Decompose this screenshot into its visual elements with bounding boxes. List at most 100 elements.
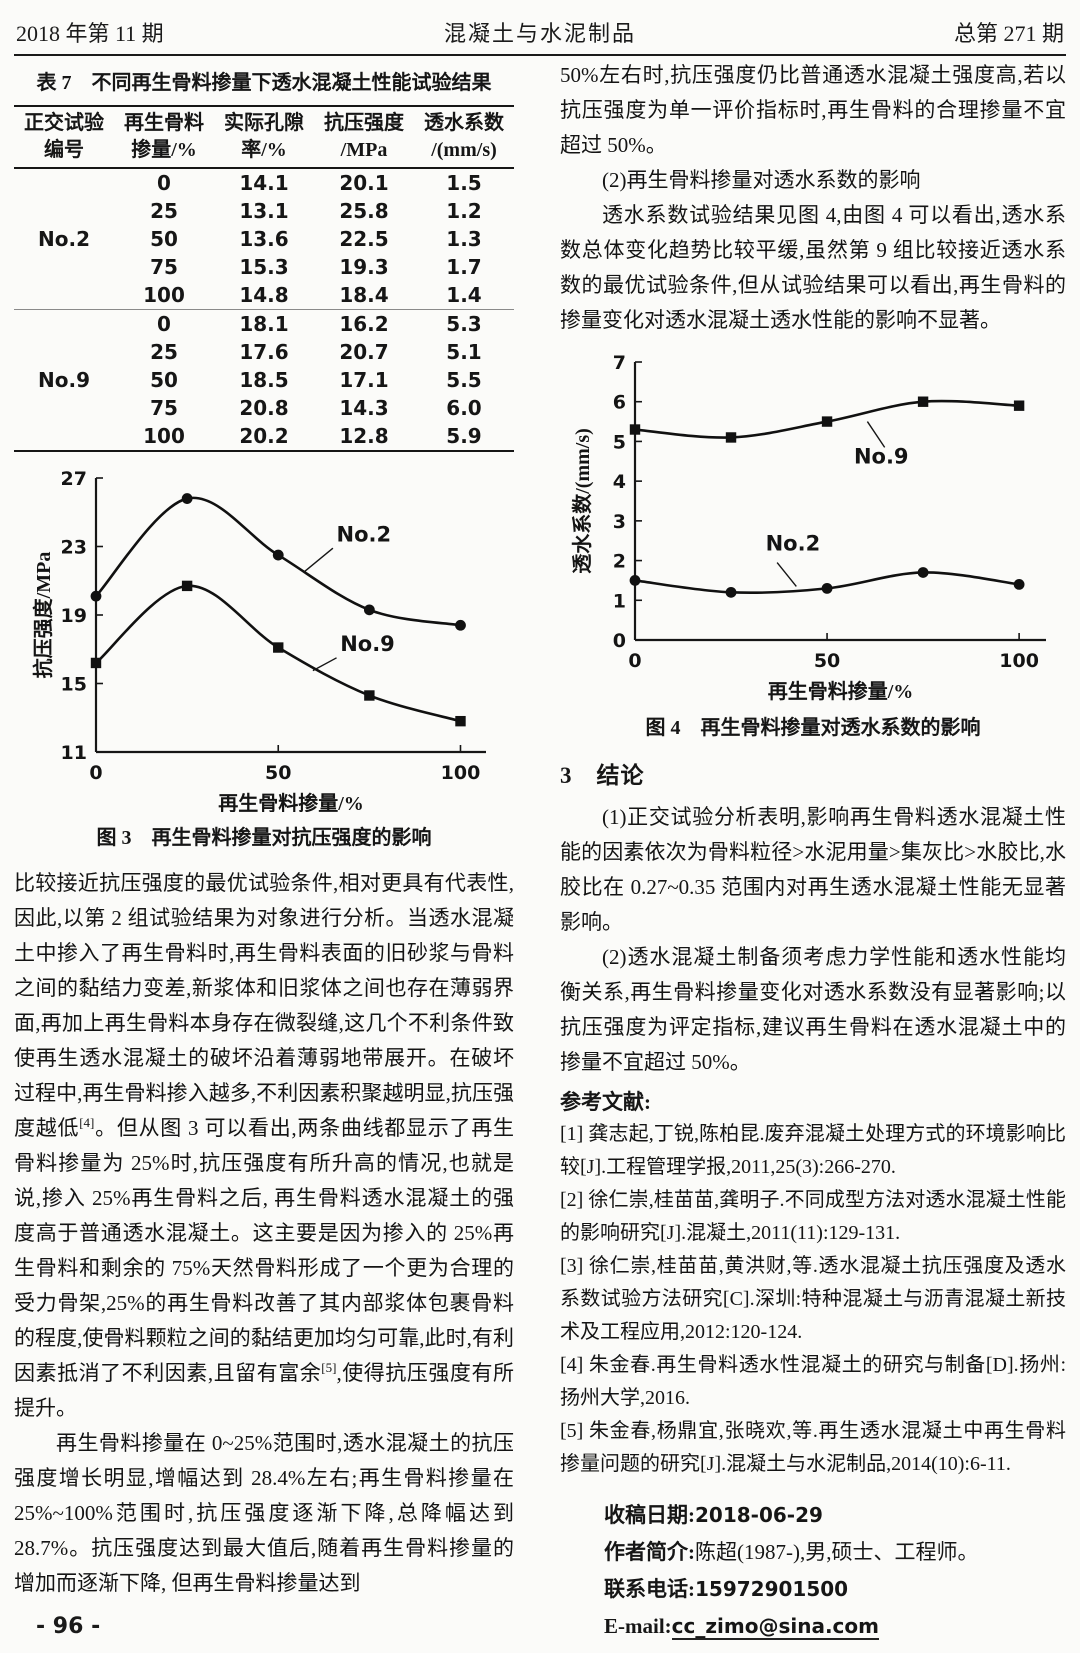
circle-marker: [363, 604, 375, 616]
svg-text:No.9: No.9: [853, 444, 908, 468]
svg-text:再生骨料掺量/%: 再生骨料掺量/%: [767, 679, 913, 702]
square-marker: [629, 424, 640, 435]
table-row: 75 15.3 19.3 1.7: [14, 253, 514, 281]
circle-marker: [181, 493, 193, 504]
table-row: 25 13.1 25.8 1.2: [14, 197, 514, 225]
table7: 正交试验 编号 再生骨料 掺量/% 实际孔隙 率/% 抗压强度/MPa 透水系数/(mm/s)…: [14, 105, 514, 452]
section-heading-conclusion: 3 结论: [560, 763, 645, 788]
circle-marker: [821, 582, 832, 594]
table7-cell: 19.3: [339, 255, 389, 279]
author-bio-label: 作者简介:: [604, 1540, 695, 1564]
table7-cell: 18.1: [214, 309, 314, 338]
author-bio-row: 作者简介:陈超(1987-),男,硕士、工程师。: [604, 1534, 1066, 1571]
table7-cell: 12.8: [339, 424, 389, 448]
table7-cell: 0: [157, 171, 171, 195]
circle-marker: [272, 549, 284, 561]
svg-text:100: 100: [999, 650, 1039, 672]
square-marker: [725, 432, 736, 443]
email-value: cc_zimo@sina.com: [671, 1614, 879, 1640]
table-row: 100 14.8 18.4 1.4: [14, 281, 514, 310]
circle-marker: [917, 567, 928, 578]
svg-text:透水系数/(mm/s): 透水系数/(mm/s): [570, 428, 594, 574]
circle-marker: [725, 586, 736, 598]
phone-label: 联系电话:: [604, 1577, 695, 1601]
table7-title: 表 7 不同再生骨料掺量下透水混凝土性能试验结果: [36, 72, 492, 94]
square-marker: [917, 396, 928, 407]
svg-text:7: 7: [612, 352, 625, 374]
table7-cell: 13.6: [239, 227, 289, 251]
table7-cell: 5.1: [446, 340, 482, 364]
figure4-caption: 图 4 再生骨料掺量对透水系数的影响: [645, 717, 981, 739]
table7-column-header: 实际孔隙 率/%: [224, 112, 304, 161]
references-heading: 参考文献:: [560, 1090, 651, 1114]
fig4-plot: 0 1 2 3 4 5 6 7 0 50 100 透水系数/(mm/s) 再生骨料掺量/% No.9 No.…: [570, 352, 1046, 703]
table7-cell: 5.9: [446, 424, 482, 448]
table7-cell: 15.3: [239, 255, 289, 279]
author-bio-value: 陈超(1987-),男,硕士、工程师。: [695, 1540, 979, 1564]
table7-column-header: 透水系数/(mm/s): [424, 112, 504, 161]
table7-cell: 18.4: [339, 283, 389, 307]
fig3-plot: 11 15 19 23 27 0 50 100 抗压强度/MPa 再生骨料掺量/% No.2 No.9: [31, 468, 486, 815]
paragraph-text: ,使得抗压强度有所提升。: [14, 1361, 515, 1420]
phone-value: 15972901500: [695, 1577, 849, 1601]
table7-cell: 18.5: [239, 368, 289, 392]
table7-cell: 1.2: [446, 199, 482, 223]
svg-text:0: 0: [628, 650, 641, 672]
email-label: E-mail:: [604, 1614, 672, 1638]
square-marker: [1013, 400, 1024, 411]
table7-head: 正交试验 编号 再生骨料 掺量/% 实际孔隙 率/% 抗压强度/MPa 透水系数/(mm/s): [14, 106, 514, 168]
header-journal-title: 混凝土与水泥制品: [443, 21, 636, 46]
paragraph: 再生骨料掺量在 0~25%范围时,透水混凝土的抗压强度增长明显,增幅达到 28.…: [14, 1431, 514, 1595]
table7-cell: 100: [143, 283, 185, 307]
reference-item: [2] 徐仁崇,桂苗苗,龚明子.不同成型方法对透水混凝土性能的影响研究[J].混…: [560, 1189, 1066, 1244]
svg-text:5: 5: [612, 431, 625, 453]
table7-cell: 16.2: [314, 309, 414, 338]
circle-marker: [90, 590, 102, 602]
svg-text:23: 23: [61, 537, 87, 559]
circle-marker: [1013, 579, 1025, 590]
table7-header-row: 正交试验 编号 再生骨料 掺量/% 实际孔隙 率/% 抗压强度/MPa 透水系数/(mm/s): [14, 106, 514, 168]
paragraph: (2)透水混凝土制备须考虑力学性能和透水性能均衡关系,再生骨料掺量变化对透水系数…: [560, 945, 1066, 1074]
table7-cell: 0: [114, 309, 214, 338]
table7-cell: 20.2: [239, 424, 289, 448]
table7-cell: 13.1: [239, 199, 289, 223]
svg-text:1: 1: [612, 590, 625, 612]
left-column: 表 7 不同再生骨料掺量下透水混凝土性能试验结果 正交试验 编号 再生骨料 掺量/% 实…: [14, 62, 514, 1601]
right-column: 50%左右时,抗压强度仍比普通透水混凝土强度高,若以抗压强度为单一评价指标时,再…: [560, 58, 1066, 1645]
paragraph: 50%左右时,抗压强度仍比普通透水混凝土强度高,若以抗压强度为单一评价指标时,再…: [560, 63, 1066, 157]
page-number: - 96 -: [36, 1614, 101, 1639]
table7-group-label: No.9: [14, 309, 114, 451]
paragraph-text: 。但从图 3 可以看出,两条曲线都显示了再生骨料掺量为 25%时,抗压强度有所升…: [14, 1116, 515, 1385]
svg-text:6: 6: [612, 392, 625, 414]
table-row: No.2 0 14.1 20.1 1.5: [14, 168, 514, 251]
svg-text:100: 100: [441, 762, 481, 784]
fig3-series-No.9: [95, 584, 461, 723]
svg-text:No.2: No.2: [765, 532, 820, 556]
paragraph: 比较接近抗压强度的最优试验条件,相对更具有代表性,因此,以第 2 组试验结果为对…: [14, 866, 514, 1426]
header-rule: [14, 54, 1066, 56]
phone-row: 联系电话:15972901500: [604, 1571, 1066, 1608]
citation-ref: [5]: [321, 1360, 337, 1375]
table7-cell: 1.7: [446, 255, 482, 279]
reference-item: [4] 朱金春.再生骨料透水性混凝土的研究与制备[D].扬州:扬州大学,2016…: [560, 1354, 1066, 1409]
table7-cell: 25.8: [339, 199, 389, 223]
svg-text:0: 0: [89, 762, 102, 784]
table7-body: No.2 0 14.1 20.1 1.5 25 13.1 25.8 1.2 50 13.6 22.5 1…: [14, 168, 514, 451]
table7-cell: 1.4: [446, 283, 482, 307]
paragraph: 透水系数试验结果见图 4,由图 4 可以看出,透水系数总体变化趋势比较平缓,虽然…: [560, 203, 1066, 332]
table7-cell: 20.7: [339, 340, 389, 364]
citation-ref: [4]: [79, 1115, 95, 1130]
svg-text:3: 3: [612, 511, 625, 533]
received-date-label: 收稿日期:: [604, 1503, 695, 1527]
table7-column-header: 再生骨料 掺量/%: [124, 112, 204, 161]
table7-cell: 75: [150, 396, 178, 420]
svg-text:19: 19: [61, 605, 87, 627]
table7-cell: 22.5: [339, 227, 389, 251]
svg-text:50: 50: [265, 762, 291, 784]
paragraph: (1)正交试验分析表明,影响再生骨料透水混凝土性能的因素依次为骨料粒径>水泥用量…: [560, 805, 1066, 934]
reference-item: [1] 龚志起,丁锐,陈柏昆.废弃混凝土处理方式的环境影响比较[J].工程管理学…: [560, 1123, 1066, 1178]
table7-cell: 50: [150, 227, 178, 251]
table7-column-header: 正交试验 编号: [24, 112, 104, 161]
svg-text:11: 11: [61, 742, 87, 764]
